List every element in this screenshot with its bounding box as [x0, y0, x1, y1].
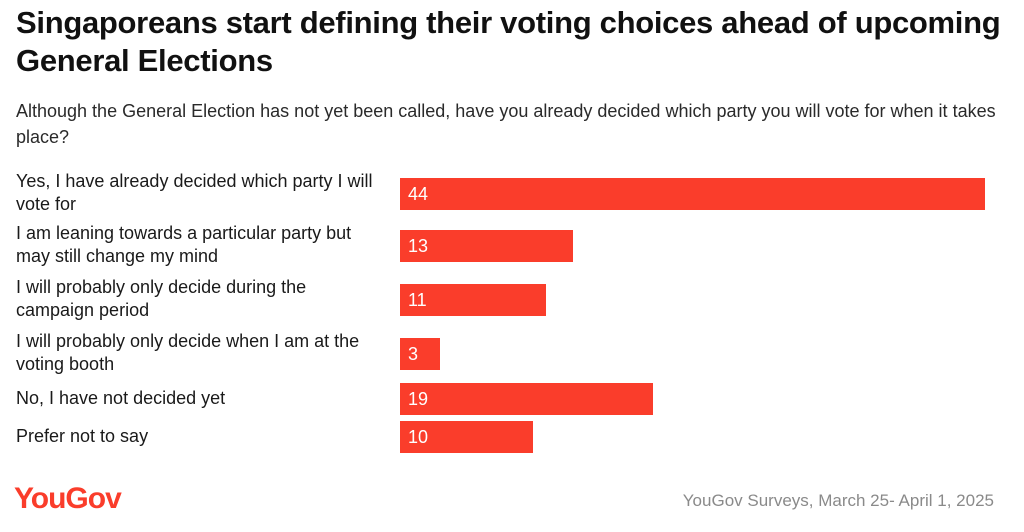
- bar: [400, 284, 547, 316]
- bar-value-label: 11: [408, 290, 427, 310]
- bar: [400, 421, 533, 453]
- category-label: Prefer not to say: [16, 426, 149, 446]
- bar-value-label: 19: [408, 389, 429, 409]
- category-label: No, I have not decided yet: [16, 388, 226, 408]
- bar: [400, 383, 653, 415]
- bar: [400, 230, 573, 262]
- chart-subtitle: Although the General Election has not ye…: [16, 101, 996, 147]
- category-label: I will probably only decide when I am at…: [16, 331, 360, 374]
- bar-value-label: 3: [408, 344, 419, 364]
- category-label: I will probably only decide during the c…: [16, 277, 307, 320]
- bar: [400, 338, 440, 370]
- category-label: I am leaning towards a particular party …: [16, 223, 352, 266]
- yougov-logo: YouGov: [14, 482, 122, 515]
- bar-value-label: 13: [408, 236, 429, 256]
- category-label: Yes, I have already decided which party …: [16, 171, 373, 214]
- chart-title: Singaporeans start defining their voting…: [16, 5, 1001, 78]
- bar-value-label: 10: [408, 427, 429, 447]
- bar: [400, 178, 985, 210]
- bar-value-label: 44: [408, 184, 429, 204]
- source-note: YouGov Surveys, March 25- April 1, 2025: [682, 491, 994, 510]
